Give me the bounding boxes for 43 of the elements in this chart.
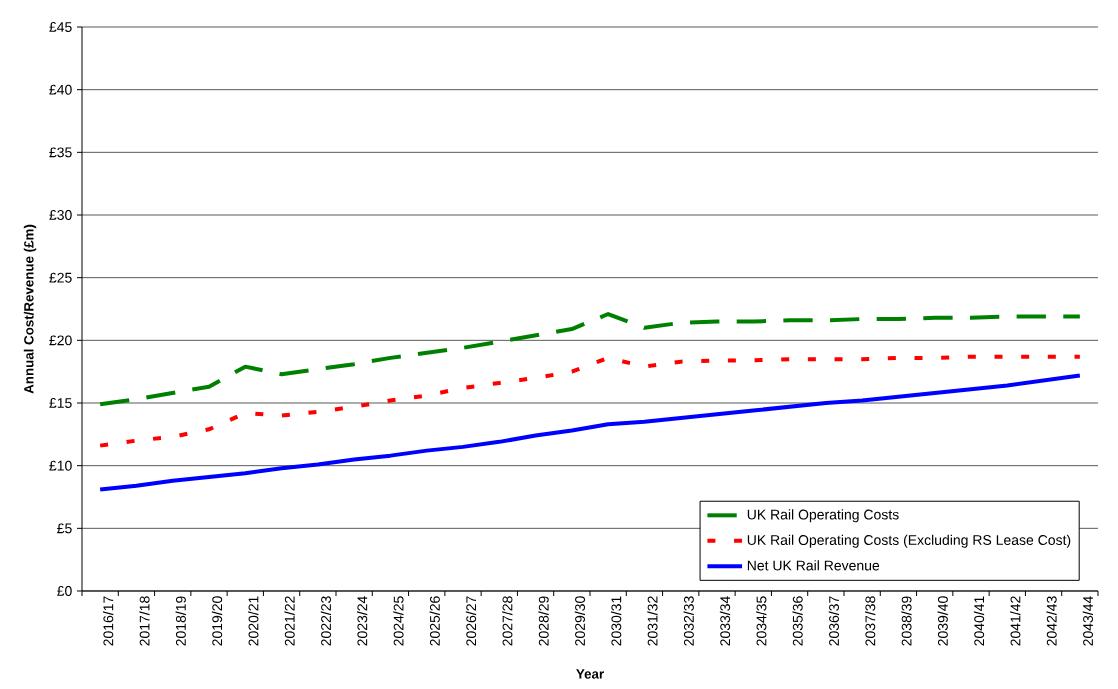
x-tick-label: 2043/44 bbox=[1082, 596, 1093, 646]
x-tick-label: 2018/19 bbox=[175, 596, 186, 646]
x-tick-label: 2030/31 bbox=[611, 596, 622, 646]
x-tick-label: 2019/20 bbox=[211, 596, 223, 646]
y-tick-label: £15 bbox=[49, 398, 72, 408]
x-tick-label: 2028/29 bbox=[538, 596, 549, 646]
x-tick-label: 2042/43 bbox=[1046, 596, 1057, 646]
x-tick-label: 2020/21 bbox=[248, 596, 259, 646]
x-tick-label: 2023/24 bbox=[357, 596, 368, 646]
legend-label: Net UK Rail Revenue bbox=[747, 560, 880, 571]
x-tick-label: 2029/30 bbox=[574, 596, 586, 646]
x-tick-label: 2021/22 bbox=[284, 596, 295, 646]
y-tick-label: £25 bbox=[49, 272, 72, 283]
x-tick-label: 2022/23 bbox=[320, 596, 332, 646]
x-tick-label: 2033/34 bbox=[719, 596, 731, 646]
x-tick-label: 2031/32 bbox=[647, 596, 658, 646]
y-axis-title: Annual Cost/Revenue (£m) bbox=[23, 224, 37, 394]
x-tick-label: 2037/38 bbox=[865, 596, 876, 646]
y-tick-label: £10 bbox=[49, 460, 72, 471]
y-tick-label: £40 bbox=[49, 84, 72, 95]
x-tick-label: 2017/18 bbox=[139, 596, 150, 646]
x-tick-label: 2041/42 bbox=[1010, 596, 1021, 646]
x-axis-title: Year bbox=[576, 669, 604, 679]
x-tick-label: 2040/41 bbox=[973, 596, 985, 646]
y-tick-label: £0 bbox=[57, 586, 72, 596]
legend-label: UK Rail Operating Costs (Excluding RS Lease Cost) bbox=[747, 534, 1071, 548]
x-tick-label: 2035/36 bbox=[792, 596, 803, 646]
x-tick-label: 2036/37 bbox=[828, 596, 840, 646]
x-tick-label: 2039/40 bbox=[937, 596, 948, 646]
x-tick-label: 2024/25 bbox=[393, 596, 404, 646]
y-tick-label: £45 bbox=[49, 22, 72, 32]
y-tick-label: £30 bbox=[49, 210, 72, 220]
x-tick-label: 2016/17 bbox=[103, 596, 114, 646]
legend-label: UK Rail Operating Costs bbox=[747, 509, 899, 523]
x-tick-label: 2034/35 bbox=[756, 596, 767, 646]
y-tick-label: £5 bbox=[57, 523, 72, 534]
x-tick-label: 2038/39 bbox=[901, 596, 912, 646]
x-tick-label: 2032/33 bbox=[683, 596, 694, 646]
y-tick-label: £20 bbox=[49, 335, 72, 346]
x-tick-label: 2027/28 bbox=[502, 596, 513, 646]
x-tick-label: 2025/26 bbox=[429, 596, 440, 646]
y-tick-label: £35 bbox=[49, 147, 72, 158]
x-tick-label: 2026/27 bbox=[465, 596, 477, 646]
